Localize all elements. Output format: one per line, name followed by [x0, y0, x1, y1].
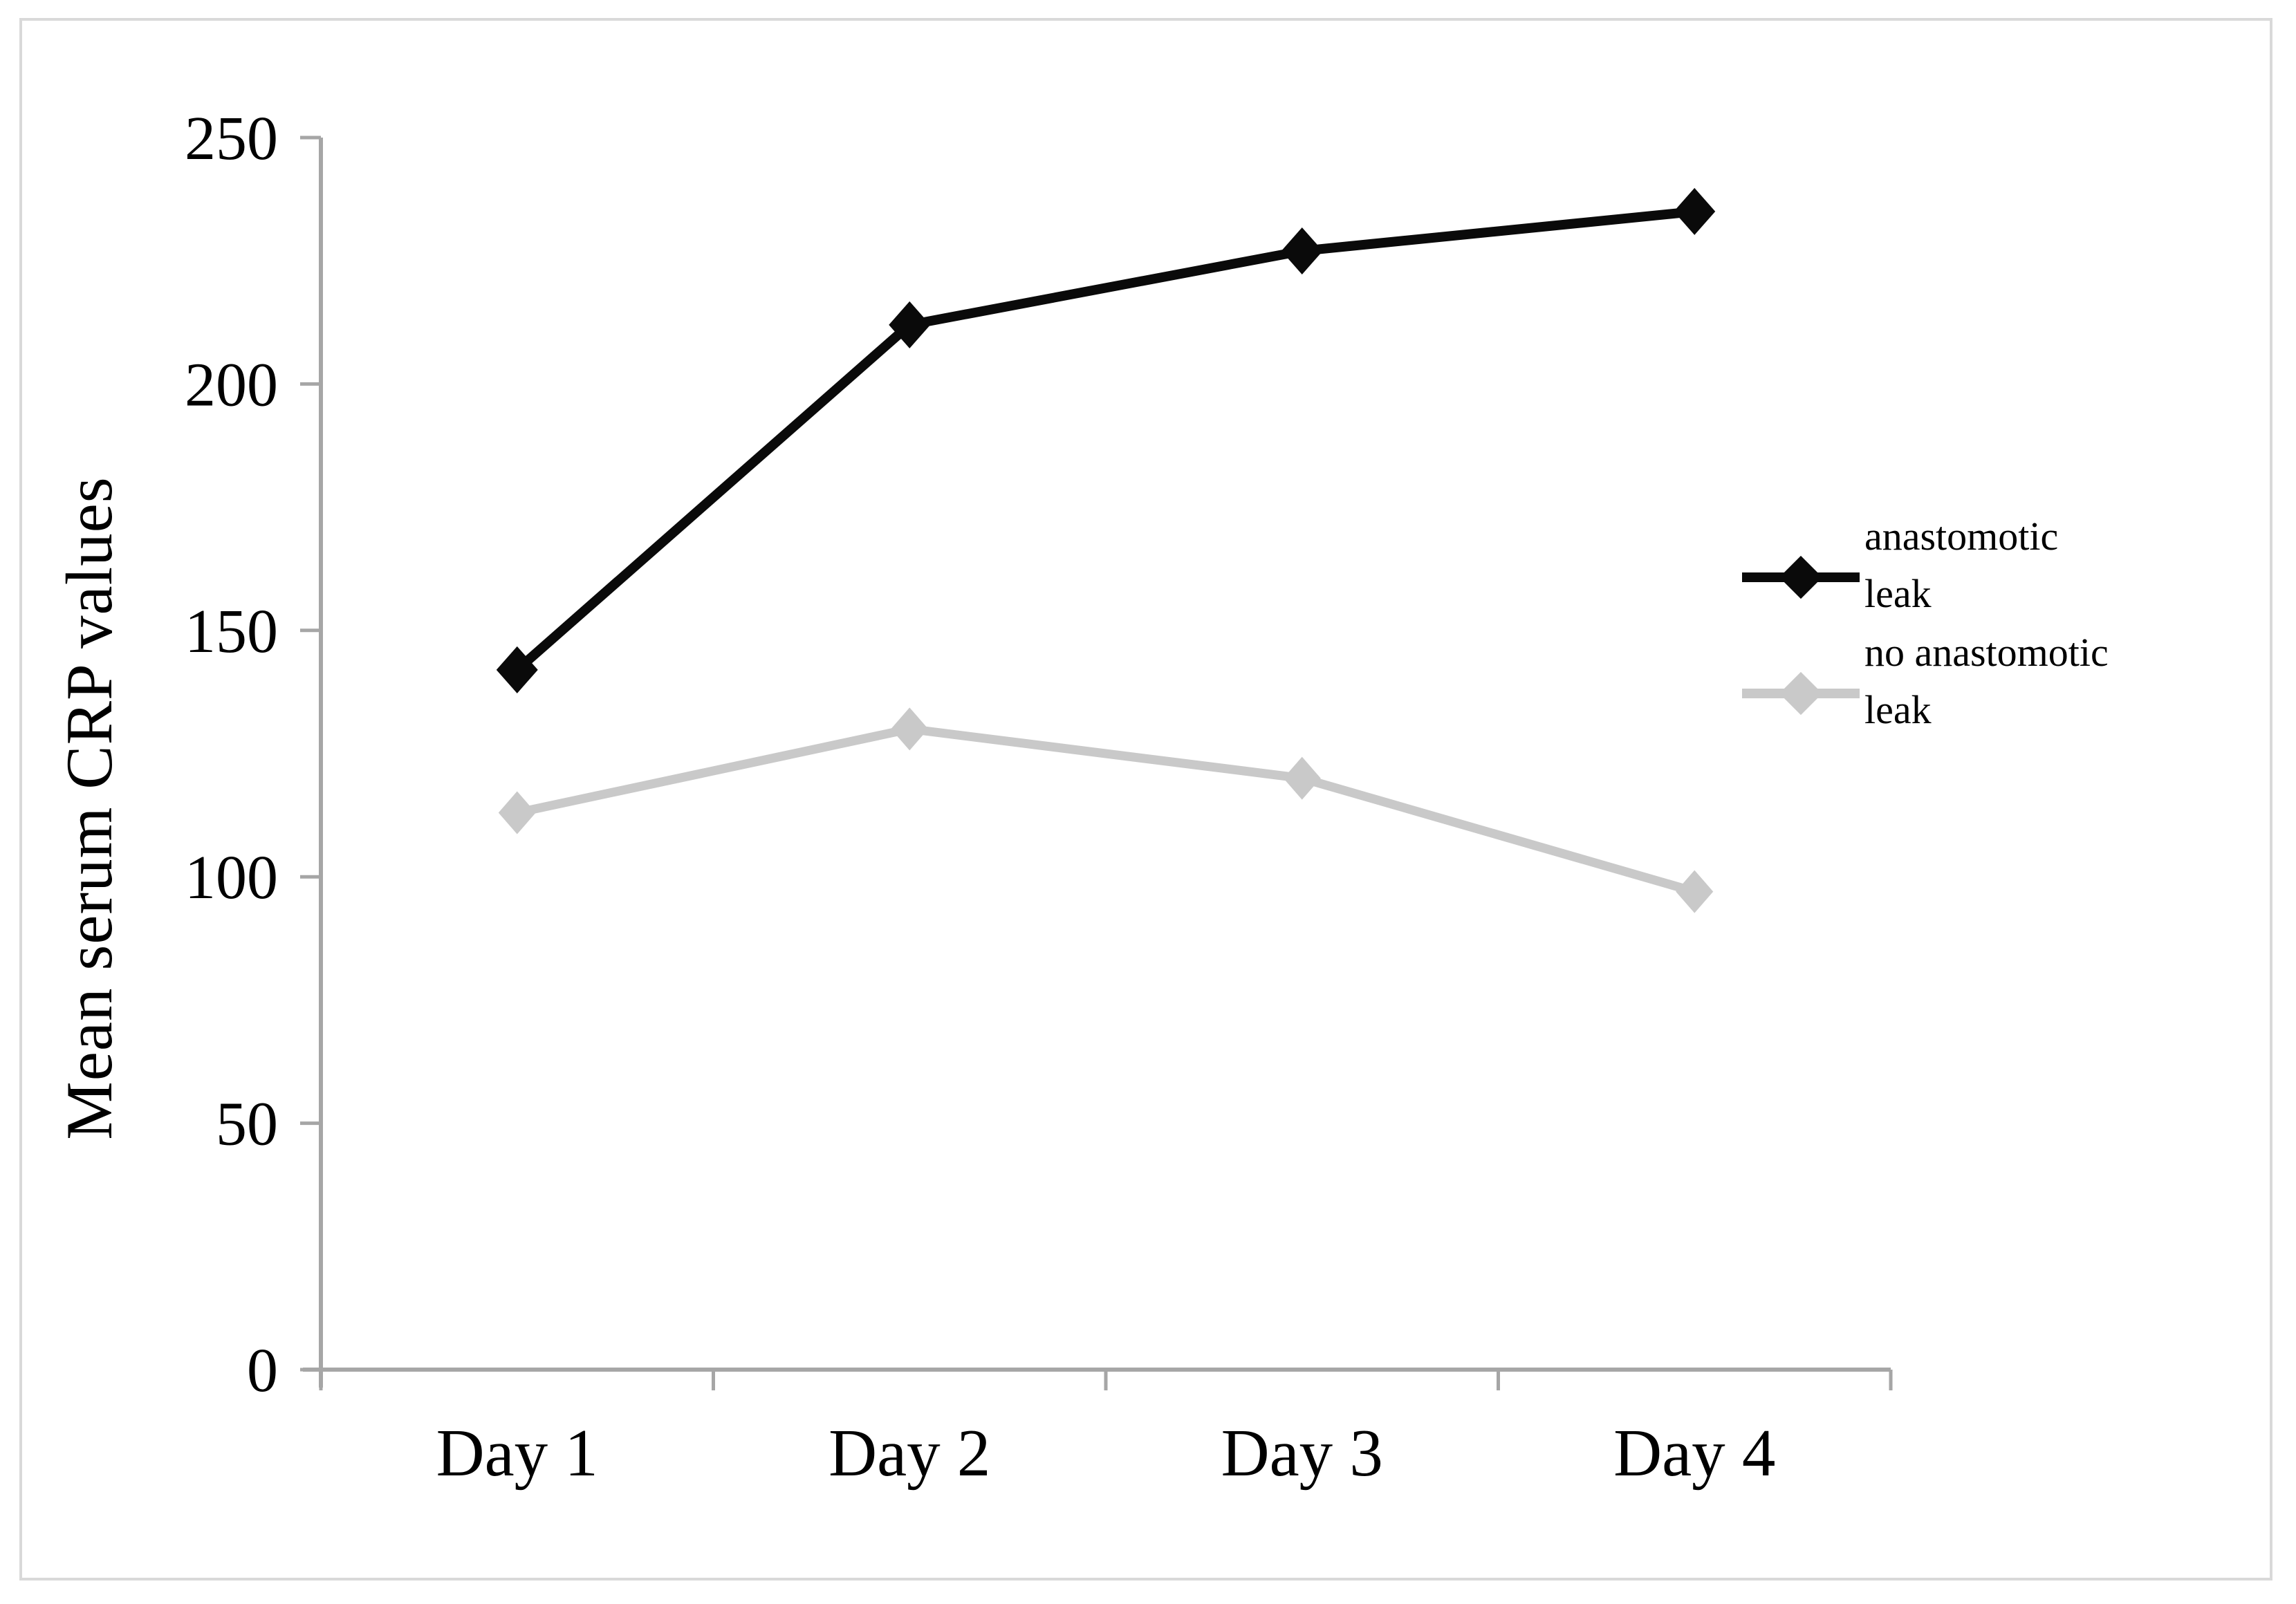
- legend-swatch-black: [1742, 542, 1860, 611]
- y-tick-label: 100: [185, 843, 278, 912]
- x-tick-label: Day 4: [1613, 1416, 1775, 1490]
- data-point-marker: [1281, 227, 1323, 274]
- x-tick-label: Day 3: [1221, 1416, 1383, 1490]
- figure-frame: 0 50 100 150 200 250 Day 1 Day 2 Day 3 Day 4 Mean…: [19, 18, 2272, 1580]
- y-axis-title: Mean serum CRP values: [53, 476, 126, 1140]
- crp-line-chart: 0 50 100 150 200 250 Day 1 Day 2 Day 3 Day 4: [185, 104, 1893, 1490]
- data-point-marker: [1674, 187, 1716, 235]
- series-line-1: [516, 724, 1696, 896]
- data-point-marker: [496, 646, 538, 693]
- y-tick-label: 150: [185, 597, 278, 666]
- data-point-marker: [1283, 756, 1321, 800]
- x-tick-label: Day 1: [436, 1416, 598, 1490]
- series-line-0: [514, 206, 1695, 674]
- y-tick-label: 250: [185, 104, 278, 173]
- y-tick-label: 0: [247, 1336, 278, 1405]
- data-point-marker: [498, 791, 536, 834]
- x-tick-label: Day 2: [828, 1416, 990, 1490]
- legend-label: anastomotic leak: [1864, 514, 2059, 616]
- diamond-marker-icon: [1779, 671, 1823, 716]
- legend-swatch-gray: [1742, 658, 1860, 727]
- diamond-marker-icon: [1779, 555, 1823, 599]
- legend-label: no anastomotic leak: [1864, 630, 2109, 732]
- y-tick-label: 50: [216, 1090, 278, 1159]
- y-tick-label: 200: [185, 351, 278, 419]
- data-point-marker: [1676, 870, 1714, 913]
- data-point-marker: [891, 707, 929, 751]
- data-point-marker: [889, 301, 931, 348]
